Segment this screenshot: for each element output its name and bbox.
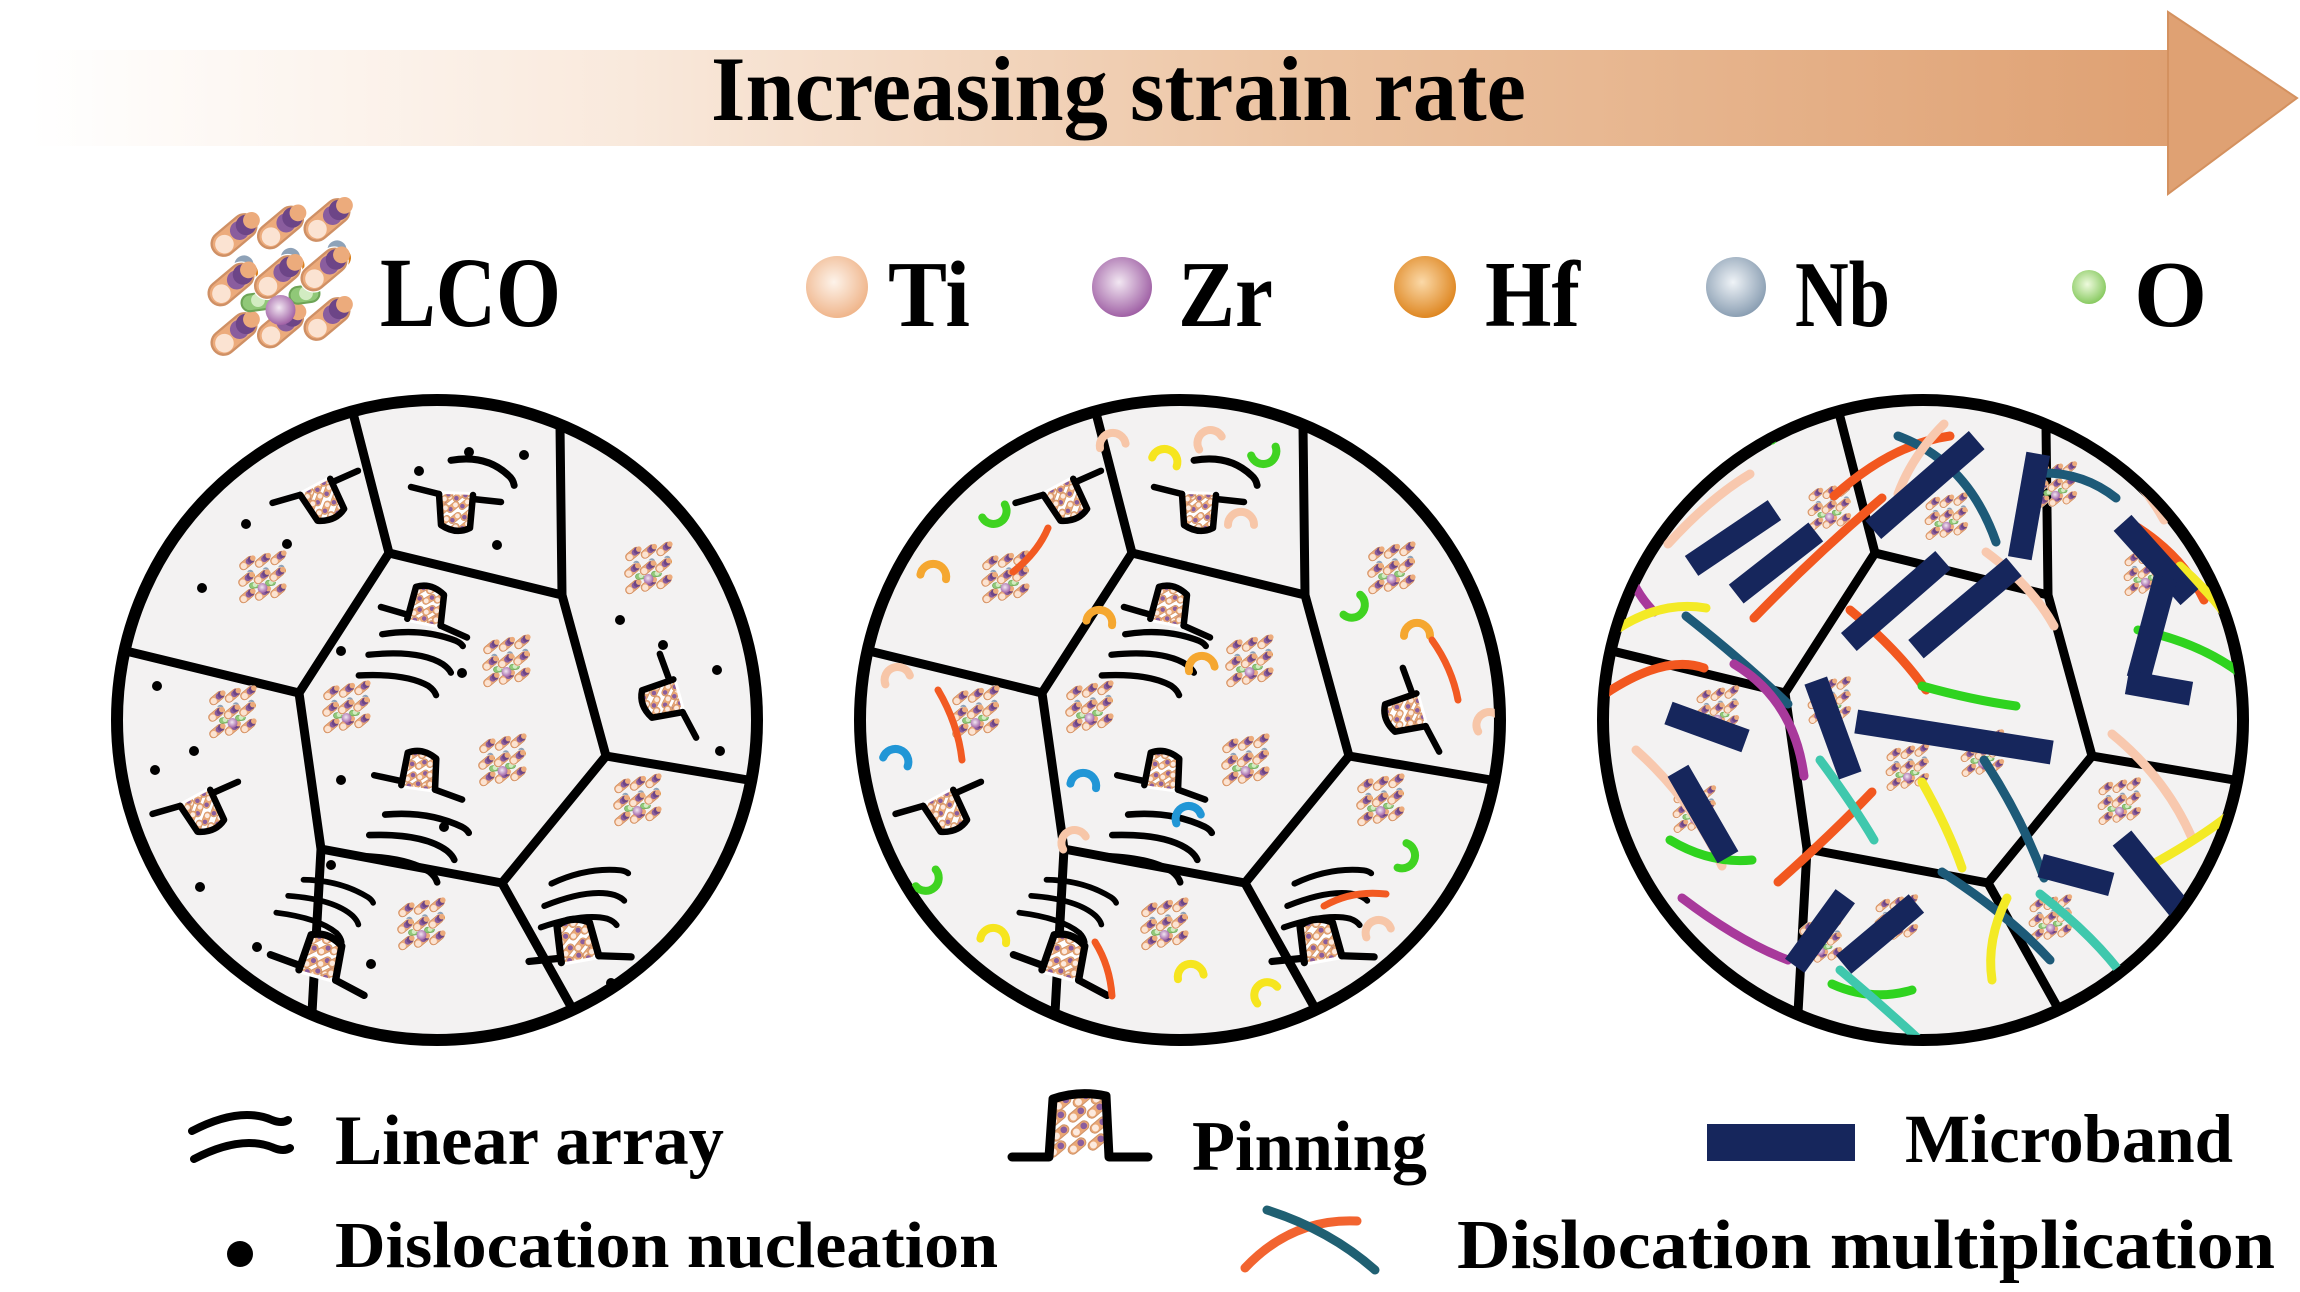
svg-text:Zr: Zr [1178, 243, 1273, 347]
svg-text:Dislocation multiplication: Dislocation multiplication [1457, 1207, 2275, 1284]
svg-text:Microband: Microband [1905, 1101, 2233, 1177]
svg-text:Hf: Hf [1485, 243, 1582, 347]
svg-text:Linear array: Linear array [335, 1102, 724, 1180]
svg-text:Ti: Ti [888, 243, 970, 347]
svg-text:O: O [2134, 243, 2207, 347]
svg-text:Pinning: Pinning [1192, 1108, 1427, 1186]
svg-text:Dislocation nucleation: Dislocation nucleation [335, 1209, 998, 1282]
svg-text:Nb: Nb [1795, 243, 1890, 347]
svg-text:Increasing strain rate: Increasing strain rate [711, 38, 1526, 140]
svg-text:LCO: LCO [380, 237, 561, 348]
